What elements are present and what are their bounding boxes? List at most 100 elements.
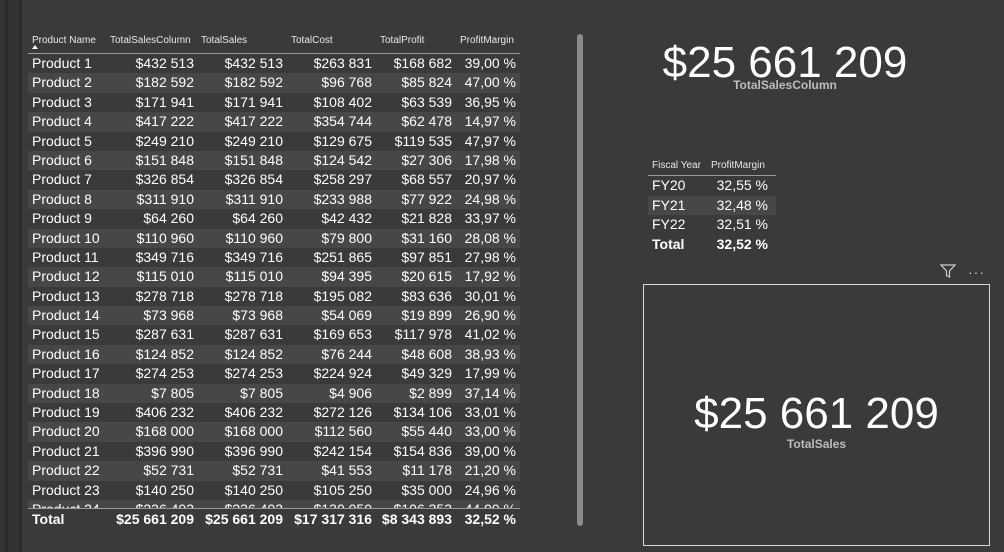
cell-total-cost: $242 154 <box>313 442 372 459</box>
column-header-totalsalescolumn[interactable]: TotalSalesColumn <box>110 35 191 46</box>
cell-product-name: Product 20 <box>32 423 100 440</box>
table-row[interactable]: Product 13 $278 718 $278 718 $195 082 $83 63… <box>28 287 520 306</box>
table-row[interactable]: Product 18 $7 805 $7 805 $4 906 $2 899 37,14 … <box>28 383 520 404</box>
column-header-fiscal-year[interactable]: Fiscal Year <box>652 160 701 171</box>
table-row[interactable]: FY20 32,55 % <box>648 176 776 196</box>
table-row[interactable]: Product 4 $417 222 $417 222 $354 744 $62 478… <box>28 112 520 132</box>
cell-total-sales: $326 854 <box>224 171 283 188</box>
cell-product-name: Product 11 <box>32 248 99 265</box>
column-header-profitmargin[interactable]: ProfitMargin <box>460 35 514 46</box>
cell-total-profit: $48 608 <box>401 345 452 362</box>
cell-total-salescolumn: $278 718 <box>135 287 194 304</box>
cell-total-profit: $168 682 <box>393 55 452 71</box>
fiscal-table-header: Fiscal Year ProfitMargin <box>648 156 776 176</box>
table-row[interactable]: Product 11 $349 716 $349 716 $251 865 $97 85… <box>28 248 520 267</box>
cell-profit-margin: 41,02 % <box>464 326 516 343</box>
cell-total-cost: $79 800 <box>321 229 372 246</box>
cell-total-salescolumn: $236 403 <box>135 500 194 509</box>
table-row[interactable]: Product 24 $236 403 $236 403 $130 050 $106 3… <box>28 499 520 509</box>
column-header-totalcost[interactable]: TotalCost <box>291 35 333 46</box>
table-row[interactable]: Product 20 $168 000 $168 000 $112 560 $55 44… <box>28 422 520 442</box>
column-header-totalsales[interactable]: TotalSales <box>201 35 248 46</box>
cell-total-cost: $105 250 <box>313 481 372 498</box>
filter-icon[interactable] <box>940 264 956 278</box>
cell-profit-margin: 36,95 % <box>464 93 516 110</box>
cell-total-salescolumn: $115 010 <box>136 268 194 285</box>
table-row[interactable]: Product 12 $115 010 $115 010 $94 395 $20 615… <box>28 267 520 287</box>
product-table: Product Name TotalSalesColumn TotalSales… <box>28 30 528 532</box>
cell-total-cost: $258 297 <box>313 171 372 188</box>
fiscal-total-value: 32,52 % <box>716 235 768 252</box>
cell-product-name: Product 4 <box>32 113 92 130</box>
column-header-totalprofit[interactable]: TotalProfit <box>380 35 425 46</box>
card-totalsales[interactable]: $25 661 209 TotalSales <box>643 284 990 546</box>
cell-total-profit: $106 353 <box>393 500 452 509</box>
cell-total-sales: $168 000 <box>224 423 283 440</box>
table-row[interactable]: Product 23 $140 250 $140 250 $105 250 $35 00… <box>28 481 520 500</box>
vertical-scrollbar[interactable] <box>577 34 583 526</box>
table-row[interactable]: Product 16 $124 852 $124 852 $76 244 $48 608… <box>28 344 520 365</box>
table-row[interactable]: Product 3 $171 941 $171 941 $108 402 $63 539… <box>28 93 520 112</box>
cell-product-name: Product 14 <box>32 307 100 324</box>
cell-total-sales: $73 968 <box>232 307 283 324</box>
total-label: Total <box>32 511 65 527</box>
cell-total-cost: $233 988 <box>313 190 372 207</box>
cell-product-name: Product 18 <box>32 384 100 401</box>
cell-total-sales: $151 848 <box>224 151 283 168</box>
cell-total-salescolumn: $52 731 <box>143 462 194 479</box>
fiscal-year-table: Fiscal Year ProfitMargin FY20 32,55 % FY21… <box>648 156 776 254</box>
cell-product-name: Product 19 <box>32 404 100 421</box>
table-row[interactable]: Product 5 $249 210 $249 210 $129 675 $119 53… <box>28 132 520 151</box>
cell-total-sales: $278 718 <box>224 287 283 304</box>
cell-total-cost: $41 553 <box>321 462 372 479</box>
cell-total-profit: $27 306 <box>401 151 452 168</box>
cell-total-sales: $110 960 <box>225 229 283 246</box>
cell-total-sales: $236 403 <box>224 500 283 509</box>
cell-profit-margin: 38,93 % <box>464 345 516 362</box>
table-row[interactable]: Product 21 $396 990 $396 990 $242 154 $154 8… <box>28 442 520 461</box>
table-row[interactable]: Product 15 $287 631 $287 631 $169 653 $117 9… <box>28 325 520 344</box>
table-row[interactable]: Product 10 $110 960 $110 960 $79 800 $31 160… <box>28 228 520 248</box>
cell-total-cost: $354 744 <box>313 113 372 130</box>
cell-profit-margin: 27,98 % <box>464 248 516 265</box>
table-row[interactable]: Product 1 $432 513 $432 513 $263 831 $168 68… <box>28 54 520 73</box>
table-row[interactable]: Product 6 $151 848 $151 848 $124 542 $27 306… <box>28 150 520 171</box>
cell-total-salescolumn: $124 852 <box>135 345 194 362</box>
cell-total-cost: $129 675 <box>313 132 372 149</box>
cell-total-sales: $274 253 <box>224 365 283 382</box>
table-row[interactable]: FY21 32,48 % <box>648 195 776 215</box>
column-header-product-name[interactable]: Product Name <box>32 35 96 46</box>
cell-total-sales: $311 910 <box>225 190 283 207</box>
cell-product-name: Product 24 <box>32 500 100 509</box>
sort-ascending-icon[interactable] <box>32 45 38 49</box>
table-row[interactable]: Product 19 $406 232 $406 232 $272 126 $134 1… <box>28 403 520 422</box>
table-row[interactable]: Product 9 $64 260 $64 260 $42 432 $21 828 33,… <box>28 209 520 228</box>
table-row[interactable]: Product 14 $73 968 $73 968 $54 069 $19 899 26… <box>28 306 520 326</box>
table-row[interactable]: Product 22 $52 731 $52 731 $41 553 $11 178 21… <box>28 461 520 481</box>
product-table-body[interactable]: Product 1 $432 513 $432 513 $263 831 $168 68… <box>28 54 520 509</box>
table-row[interactable]: Product 8 $311 910 $311 910 $233 988 $77 922… <box>28 189 520 210</box>
cell-total-sales: $406 232 <box>224 404 283 421</box>
cell-profit-margin: 30,01 % <box>464 287 516 304</box>
cell-total-salescolumn: $7 805 <box>151 384 194 401</box>
cell-total-salescolumn: $311 910 <box>136 190 194 207</box>
cell-total-sales: $287 631 <box>224 326 283 343</box>
cell-total-salescolumn: $417 222 <box>135 113 194 130</box>
cell-total-salescolumn: $73 968 <box>143 307 194 324</box>
table-row[interactable]: FY22 32,51 % <box>648 215 776 235</box>
rail-divider <box>5 0 8 552</box>
cell-total-profit: $20 615 <box>401 268 452 285</box>
table-row[interactable]: Product 17 $274 253 $274 253 $224 924 $49 32… <box>28 364 520 383</box>
table-row[interactable]: Product 2 $182 592 $182 592 $96 768 $85 824 4… <box>28 73 520 93</box>
cell-total-salescolumn: $168 000 <box>135 423 194 440</box>
cell-profit-margin: 20,97 % <box>464 171 516 188</box>
cell-product-name: Product 5 <box>32 132 92 149</box>
cell-product-name: Product 23 <box>32 481 100 498</box>
table-row[interactable]: Product 7 $326 854 $326 854 $258 297 $68 557… <box>28 170 520 189</box>
cell-total-sales: $7 805 <box>240 384 283 401</box>
cell-total-profit: $117 978 <box>394 326 452 343</box>
more-options-icon[interactable]: ··· <box>968 264 985 280</box>
card-value: $25 661 209 <box>662 38 908 87</box>
column-header-profitmargin[interactable]: ProfitMargin <box>711 160 765 171</box>
cell-total-profit: $85 824 <box>401 74 452 91</box>
